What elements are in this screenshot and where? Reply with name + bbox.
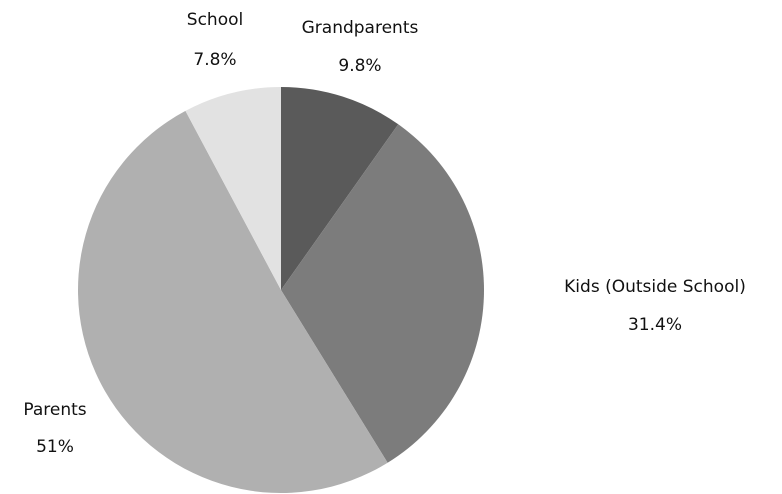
- pie-slice: [281, 87, 399, 290]
- pie-slice: [281, 124, 484, 463]
- slice-value-label: 51%: [36, 437, 74, 457]
- slice-label: Parents: [23, 400, 86, 420]
- pie-slice: [185, 87, 281, 290]
- slice-label: Grandparents: [302, 18, 419, 38]
- pie-slice: [78, 110, 388, 493]
- slice-value-label: 9.8%: [338, 56, 381, 76]
- slice-label: School: [187, 10, 243, 30]
- slice-label: Kids (Outside School): [564, 277, 746, 297]
- slice-value-label: 31.4%: [628, 315, 682, 335]
- slice-value-label: 7.8%: [193, 50, 236, 70]
